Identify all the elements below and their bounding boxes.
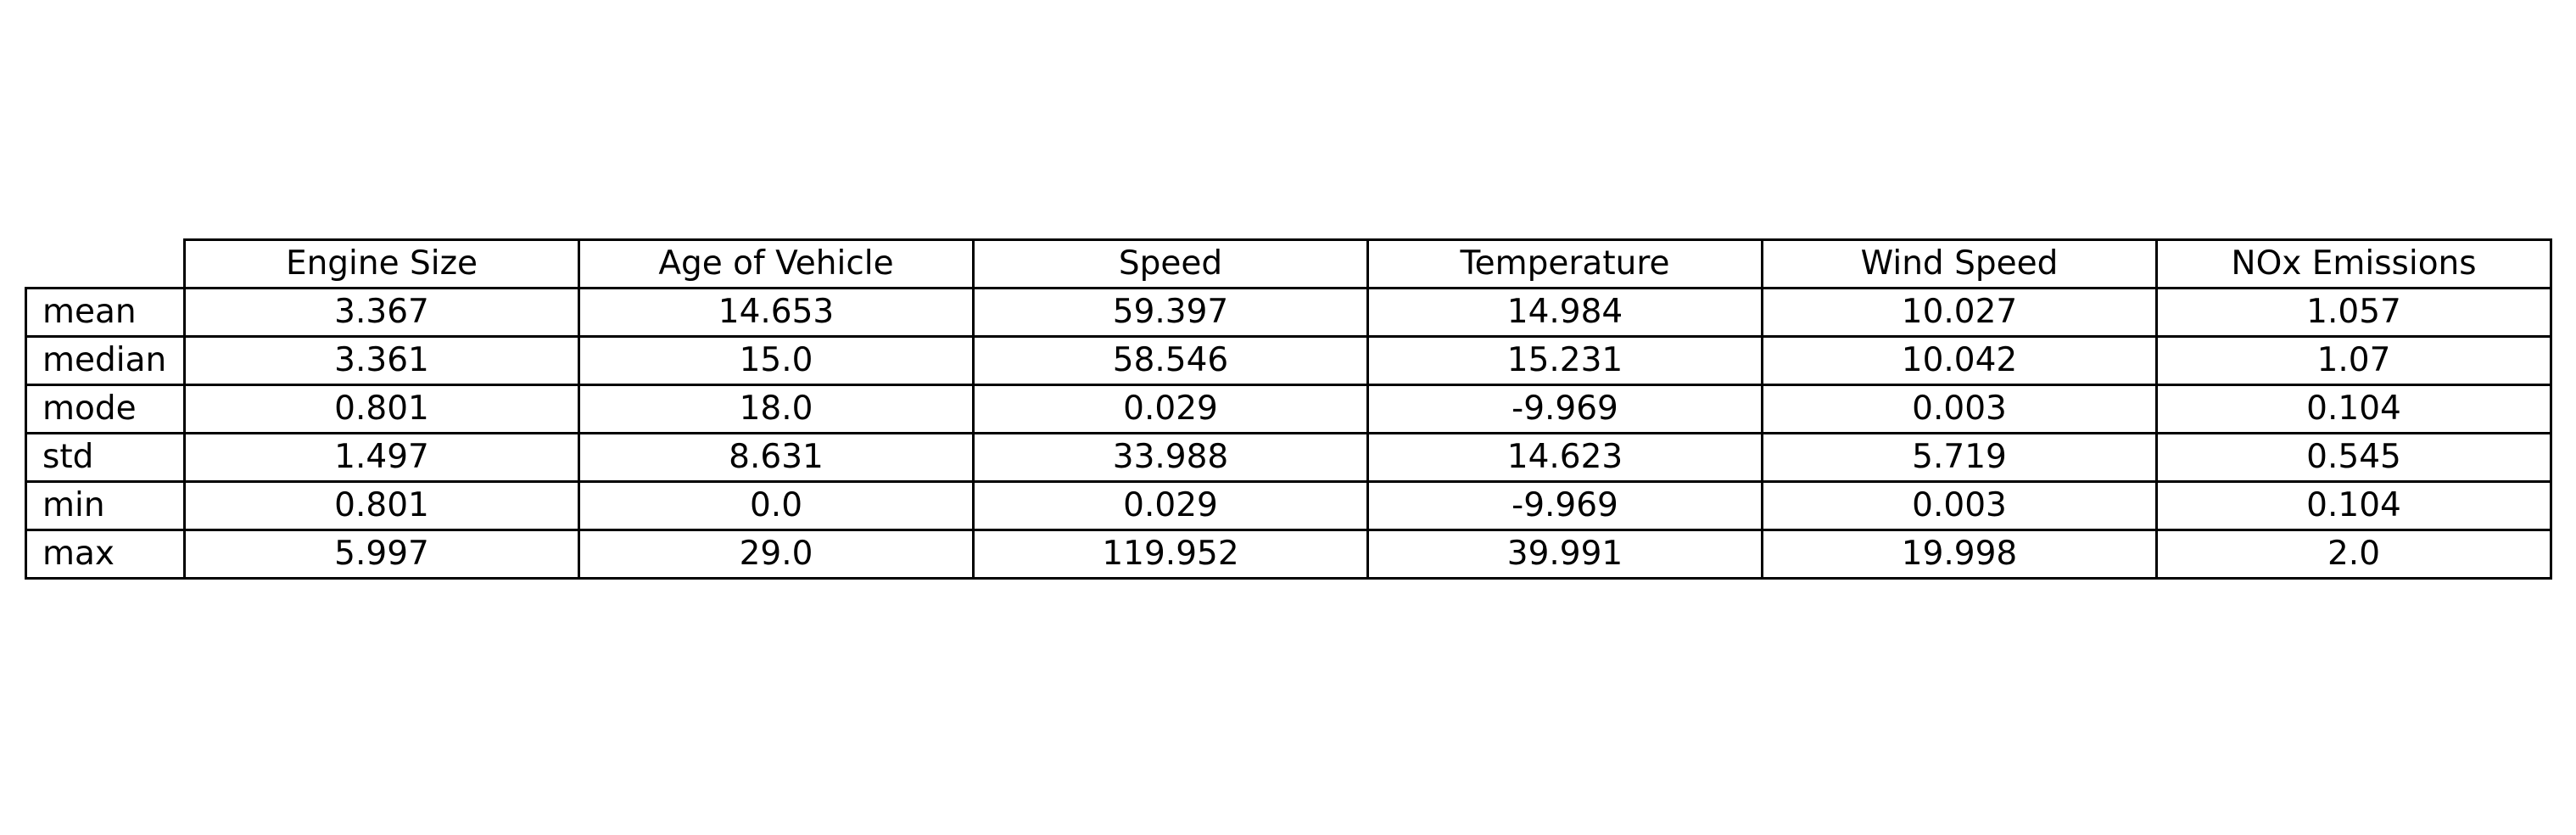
table-row-max: max 5.997 29.0 119.952 39.991 19.998 2.0 [25, 529, 2552, 580]
table-cell: 0.104 [2155, 480, 2552, 531]
table-cell: 2.0 [2155, 529, 2552, 580]
row-label: std [25, 432, 186, 483]
column-header-nox-emissions: NOx Emissions [2155, 238, 2552, 289]
column-header-age-of-vehicle: Age of Vehicle [578, 238, 975, 289]
table-cell: 14.653 [578, 287, 975, 338]
column-header-temperature: Temperature [1366, 238, 1763, 289]
table-cell: 0.801 [183, 480, 580, 531]
table-cell: 3.367 [183, 287, 580, 338]
row-label: median [25, 335, 186, 386]
table-cell: 0.104 [2155, 384, 2552, 434]
table-cell: 58.546 [972, 335, 1369, 386]
table-row-median: median 3.361 15.0 58.546 15.231 10.042 1… [25, 335, 2552, 386]
table-cell: 59.397 [972, 287, 1369, 338]
table-cell: 0.003 [1761, 480, 2158, 531]
table-cell: 15.0 [578, 335, 975, 386]
table-row-std: std 1.497 8.631 33.988 14.623 5.719 0.54… [25, 432, 2552, 483]
table-cell: 5.719 [1761, 432, 2158, 483]
table-cell: 119.952 [972, 529, 1369, 580]
table-cell: 0.003 [1761, 384, 2158, 434]
table-row-min: min 0.801 0.0 0.029 -9.969 0.003 0.104 [25, 480, 2552, 531]
table-cell: 18.0 [578, 384, 975, 434]
table-cell: 14.984 [1366, 287, 1763, 338]
table-cell: 1.497 [183, 432, 580, 483]
table-cell: 10.042 [1761, 335, 2158, 386]
table-cell: 0.801 [183, 384, 580, 434]
table-cell: 0.029 [972, 480, 1369, 531]
table-cell: 0.029 [972, 384, 1369, 434]
table-cell: 19.998 [1761, 529, 2158, 580]
table-cell: 29.0 [578, 529, 975, 580]
table-header-row: Engine Size Age of Vehicle Speed Tempera… [25, 238, 2552, 289]
table-cell: 33.988 [972, 432, 1369, 483]
table-cell: 1.07 [2155, 335, 2552, 386]
table-corner-cell [25, 239, 186, 289]
table-cell: 10.027 [1761, 287, 2158, 338]
table-cell: 14.623 [1366, 432, 1763, 483]
column-header-speed: Speed [972, 238, 1369, 289]
table-cell: 1.057 [2155, 287, 2552, 338]
table-cell: 0.545 [2155, 432, 2552, 483]
table-row-mode: mode 0.801 18.0 0.029 -9.969 0.003 0.104 [25, 384, 2552, 434]
row-label: min [25, 480, 186, 531]
table-row-mean: mean 3.367 14.653 59.397 14.984 10.027 1… [25, 287, 2552, 338]
column-header-engine-size: Engine Size [183, 238, 580, 289]
column-header-wind-speed: Wind Speed [1761, 238, 2158, 289]
table-cell: 39.991 [1366, 529, 1763, 580]
table-cell: 3.361 [183, 335, 580, 386]
table-cell: 15.231 [1366, 335, 1763, 386]
table-cell: 0.0 [578, 480, 975, 531]
table-cell: -9.969 [1366, 480, 1763, 531]
table-cell: 8.631 [578, 432, 975, 483]
table-cell: 5.997 [183, 529, 580, 580]
row-label: mode [25, 384, 186, 434]
row-label: mean [25, 287, 186, 338]
table-cell: -9.969 [1366, 384, 1763, 434]
statistics-table: Engine Size Age of Vehicle Speed Tempera… [25, 238, 2552, 580]
row-label: max [25, 529, 186, 580]
